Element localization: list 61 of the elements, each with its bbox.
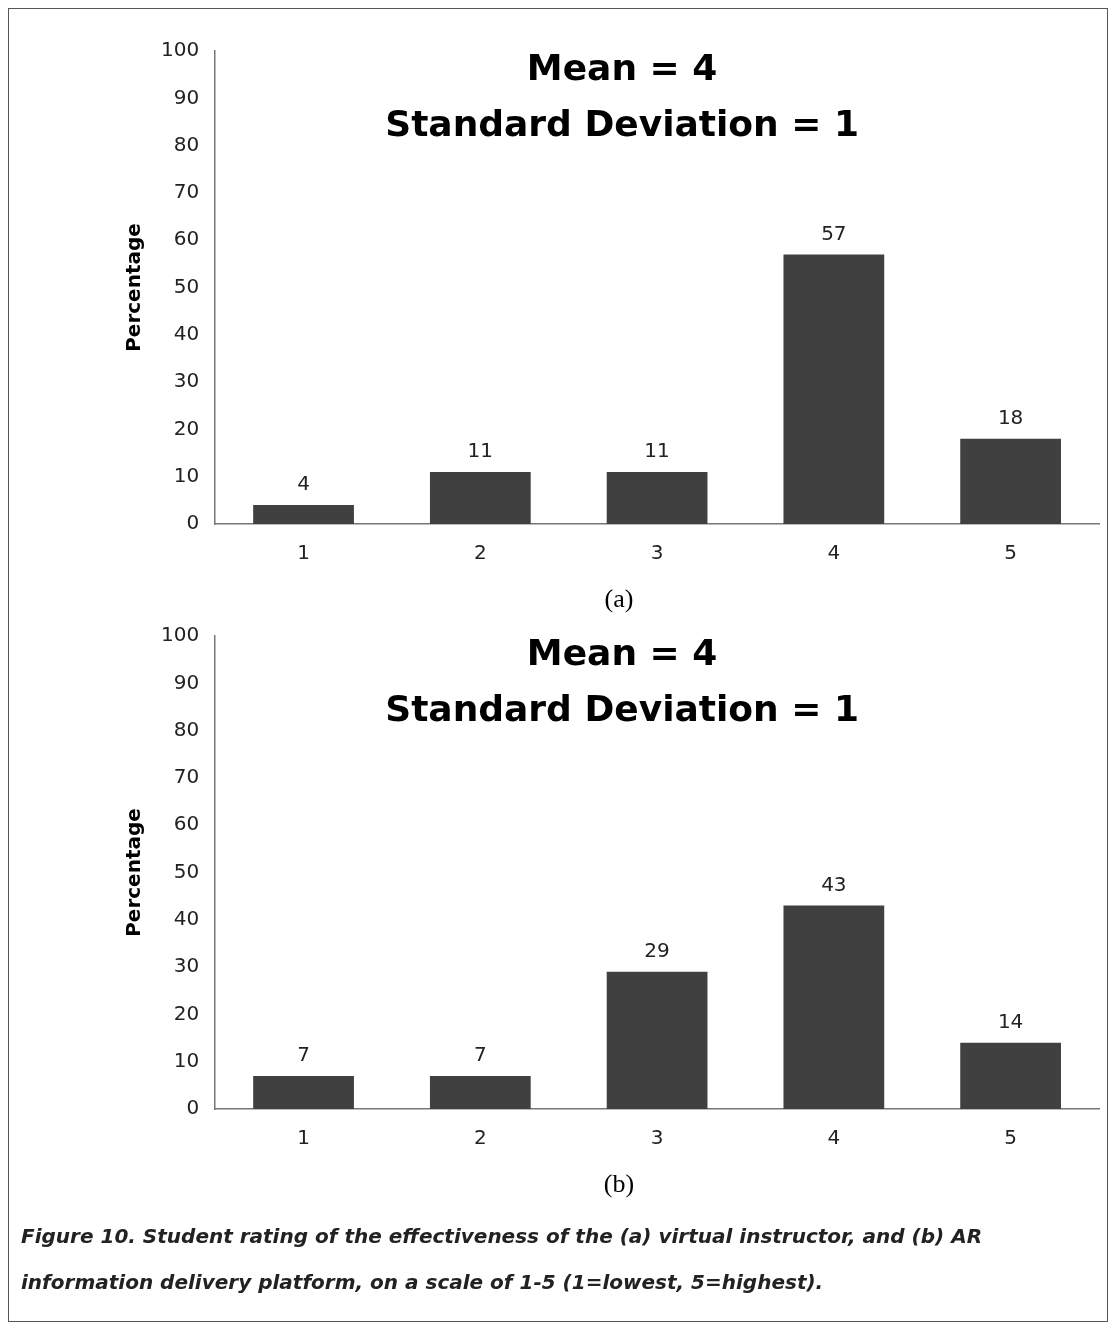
x-tick-label: 4 <box>827 1125 841 1150</box>
bar <box>253 505 354 524</box>
x-tick-label: 4 <box>827 540 841 565</box>
bar <box>429 1075 531 1109</box>
y-tick-label: 90 <box>173 84 200 109</box>
data-label: 14 <box>997 1008 1024 1033</box>
bar <box>783 254 885 524</box>
y-tick-label: 90 <box>173 669 200 694</box>
text: Standard Deviation = 1 <box>385 103 859 145</box>
bar <box>960 1042 1061 1109</box>
y-tick-label: 30 <box>173 953 200 978</box>
bar <box>783 905 885 1109</box>
x-tick-label: 5 <box>1004 1125 1017 1150</box>
x-tick-label: 1 <box>297 540 310 565</box>
y-tick-label: 10 <box>173 1047 200 1072</box>
y-tick-label: 0 <box>186 510 200 535</box>
x-tick-label: 3 <box>650 540 664 565</box>
data-label: 43 <box>821 871 847 896</box>
y-tick-label: 20 <box>173 415 200 440</box>
bar <box>253 1075 354 1109</box>
text: (a) <box>603 584 635 614</box>
x-tick-label: 2 <box>473 540 487 565</box>
y-axis-title: Percentage <box>121 223 146 352</box>
y-axis-title: Percentage <box>121 808 146 937</box>
y-tick-label: 80 <box>173 716 200 741</box>
y-tick-label: 100 <box>160 37 200 62</box>
data-label: 11 <box>644 438 670 463</box>
data-label: 57 <box>821 220 847 245</box>
y-tick-label: 40 <box>173 321 200 345</box>
data-label: 7 <box>297 1042 310 1067</box>
chart-title: Mean = 4 <box>526 47 718 89</box>
bar <box>606 971 708 1109</box>
y-tick-label: 40 <box>173 906 200 930</box>
caption: Figure 10. Student rating of the effectiveness of the (a) virtual instructor, and (b) AR information delivery platform, on a scale of 1-5 (1=lowest, 5=highest). <box>20 1223 984 1296</box>
x-tick-label: 1 <box>297 1125 310 1150</box>
y-tick-label: 80 <box>173 131 200 156</box>
y-tick-label: 10 <box>173 462 200 487</box>
bar <box>429 471 531 524</box>
text: (b) <box>602 1169 636 1199</box>
y-tick-label: 70 <box>173 764 200 789</box>
y-tick-label: 50 <box>173 858 200 883</box>
chart-title: Mean = 4 <box>526 632 718 674</box>
y-tick-label: 60 <box>173 811 200 836</box>
x-tick-label: 2 <box>473 1125 487 1150</box>
y-tick-label: 20 <box>173 1000 200 1025</box>
y-tick-label: 50 <box>173 273 200 298</box>
bar <box>606 471 708 524</box>
text: Standard Deviation = 1 <box>385 688 859 730</box>
data-label: 18 <box>997 405 1024 430</box>
data-label: 11 <box>467 438 494 463</box>
y-tick-label: 60 <box>173 226 200 251</box>
x-tick-label: 3 <box>650 1125 664 1150</box>
data-label: 7 <box>473 1042 487 1067</box>
y-tick-label: 70 <box>173 179 200 204</box>
x-tick-label: 5 <box>1004 540 1017 565</box>
data-label: 29 <box>644 938 670 963</box>
y-tick-label: 100 <box>160 622 200 647</box>
y-tick-label: 0 <box>186 1095 200 1120</box>
y-tick-label: 30 <box>173 368 200 393</box>
bar <box>960 438 1061 524</box>
data-label: 4 <box>297 471 310 496</box>
